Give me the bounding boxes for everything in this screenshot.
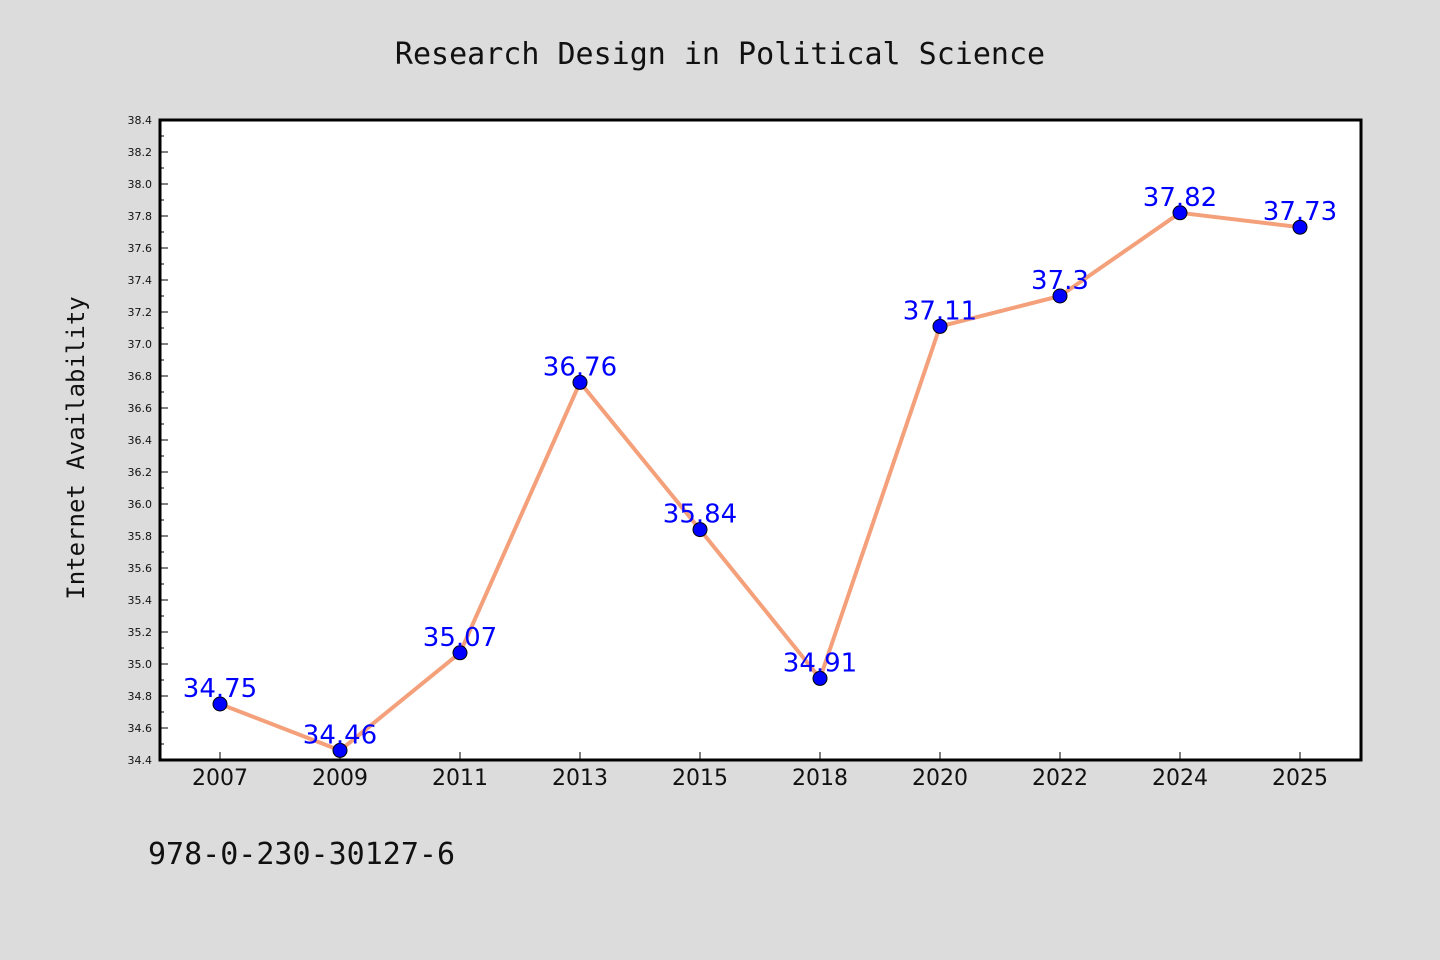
y-tick-label: 35.6 xyxy=(128,562,153,575)
data-label: 34.91 xyxy=(783,648,857,678)
x-tick-label: 2024 xyxy=(1152,766,1208,791)
y-tick-label: 35.4 xyxy=(128,594,153,607)
y-tick-label: 37.6 xyxy=(128,242,153,255)
data-label: 36.76 xyxy=(543,352,617,382)
data-label: 34.75 xyxy=(183,674,257,704)
y-axis: 34.4 34.6 34.8 35.0 35.2 35.4 35.6 35.8 36.0 36.2… xyxy=(128,114,168,767)
y-tick-label: 36.4 xyxy=(128,434,153,447)
y-axis-label: Internet Availability xyxy=(62,296,90,599)
x-tick-label: 2011 xyxy=(432,766,488,791)
y-tick-label: 38.0 xyxy=(128,178,153,191)
x-tick-label: 2009 xyxy=(312,766,368,791)
y-tick-label: 37.8 xyxy=(128,210,153,223)
y-tick-label: 35.8 xyxy=(128,530,153,543)
y-tick-label: 34.8 xyxy=(128,690,153,703)
data-label: 37.73 xyxy=(1263,197,1337,227)
plot-frame xyxy=(158,118,1363,762)
data-point xyxy=(572,374,588,390)
y-tick-label: 37.4 xyxy=(128,274,153,287)
x-tick-label: 2020 xyxy=(912,766,968,791)
y-tick-label: 38.4 xyxy=(128,114,153,127)
y-tick-label: 36.0 xyxy=(128,498,153,511)
y-tick-label: 36.6 xyxy=(128,402,153,415)
y-tick-label: 37.2 xyxy=(128,306,153,319)
data-point xyxy=(452,645,468,661)
data-point xyxy=(932,318,948,334)
chart-title: Research Design in Political Science xyxy=(395,37,1045,72)
x-tick-label: 2018 xyxy=(792,766,848,791)
y-tick-label: 35.0 xyxy=(128,658,153,671)
data-point xyxy=(1172,205,1188,221)
series-markers xyxy=(212,205,1308,758)
y-tick-label: 38.2 xyxy=(128,146,153,159)
data-label: 37.82 xyxy=(1143,183,1217,213)
y-tick-label: 34.6 xyxy=(128,722,153,735)
x-tick-label: 2015 xyxy=(672,766,728,791)
data-label: 37.11 xyxy=(903,296,977,326)
y-tick-label: 37.0 xyxy=(128,338,153,351)
isbn-text: 978-0-230-30127-6 xyxy=(148,837,455,872)
series-lines xyxy=(219,210,1301,753)
data-point xyxy=(812,670,828,686)
y-tick-label: 36.8 xyxy=(128,370,153,383)
data-labels: 34.75 34.46 35.07 36.76 35.84 34.91 37.11 37.3 3… xyxy=(183,183,1337,751)
data-point xyxy=(1052,288,1068,304)
data-point xyxy=(1292,219,1308,235)
data-point xyxy=(692,522,708,538)
y-tick-label: 35.2 xyxy=(128,626,153,639)
y-tick-label: 34.4 xyxy=(128,754,153,767)
data-label: 35.07 xyxy=(423,623,497,653)
x-tick-label: 2022 xyxy=(1032,766,1088,791)
data-label: 34.46 xyxy=(303,720,377,750)
data-point xyxy=(332,742,348,758)
x-axis: 2007 2009 2011 2013 2015 2018 2020 2022 2024 2025 xyxy=(192,752,1328,791)
y-tick-label: 36.2 xyxy=(128,466,153,479)
x-tick-label: 2025 xyxy=(1272,766,1328,791)
data-label: 35.84 xyxy=(663,500,737,530)
data-label: 37.3 xyxy=(1031,266,1089,296)
x-tick-label: 2007 xyxy=(192,766,248,791)
series-line xyxy=(219,210,1301,753)
x-tick-label: 2013 xyxy=(552,766,608,791)
data-point xyxy=(212,696,228,712)
